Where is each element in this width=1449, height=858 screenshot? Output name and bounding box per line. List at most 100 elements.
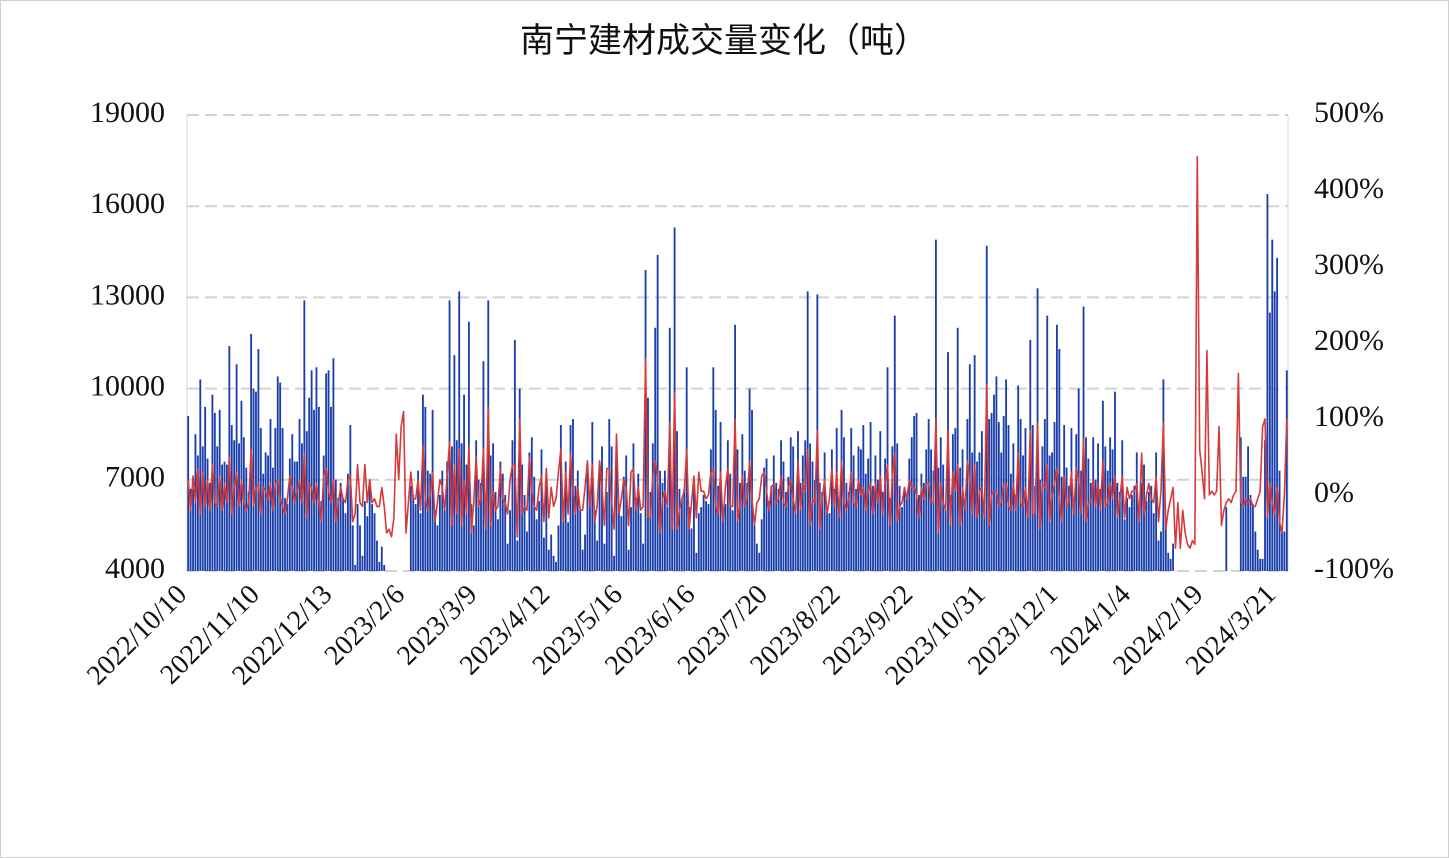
bar [576,470,579,571]
bar [1138,513,1141,571]
bar [806,291,809,571]
bar [632,443,635,571]
bar [719,422,722,571]
bar [584,534,586,571]
bar [1080,470,1083,571]
bar [528,452,531,571]
y2-tick-label: 200% [1314,324,1384,357]
bar [1147,491,1150,571]
bar [1109,437,1112,571]
bar [954,428,957,571]
bar [368,479,371,571]
bar [301,443,303,571]
bar [344,513,347,571]
bar [221,464,224,571]
bar [574,485,577,571]
bar [709,449,712,571]
bar [1104,446,1107,571]
bar [426,470,429,571]
bar [811,461,814,571]
bar [605,491,608,571]
bar [777,488,780,571]
bar [678,488,681,571]
bar [765,458,768,571]
bar [1162,379,1165,571]
bar [313,409,315,571]
bar [559,425,562,571]
bar [666,507,669,571]
bar [443,510,446,571]
bar [1281,531,1283,571]
bar [414,504,417,571]
bar [315,367,318,571]
bar [688,507,691,571]
bar [1135,452,1138,571]
bar [281,428,284,571]
bar [356,504,359,571]
bar [446,461,449,571]
bar [770,485,773,571]
bar [235,364,238,571]
bar [961,449,964,571]
bar [908,458,911,571]
bar [339,482,342,571]
bar [1094,479,1097,571]
bar [284,498,286,571]
bar [695,552,698,571]
bar [259,428,262,571]
bar [922,482,925,571]
bar [1005,379,1008,571]
bar [997,422,1000,571]
bar [233,440,236,571]
bar [884,458,887,571]
bar [644,270,647,571]
bar [893,315,896,571]
bar [351,525,354,571]
bar [513,339,516,571]
bar [288,458,291,571]
bar [354,564,357,571]
bar [1097,443,1099,571]
bar [755,543,758,571]
bar [1043,419,1046,571]
bar [579,510,582,571]
bar [511,440,514,571]
bar [252,388,255,571]
bar [1007,425,1010,571]
bar [797,431,799,571]
bar [627,549,630,571]
bar [683,488,686,571]
bar [1051,452,1053,571]
bar [705,501,707,571]
bar [968,364,971,571]
bar [334,479,337,571]
bar [881,491,884,571]
bar [925,449,928,571]
bar [910,437,913,571]
bar [363,501,366,571]
bar [257,349,260,571]
bar [226,464,228,571]
bar [780,440,782,571]
bar [964,501,966,571]
bar [990,412,993,571]
bar [1150,485,1153,571]
bar [862,425,865,571]
bar [603,543,606,571]
bar [944,510,947,571]
bar [535,519,538,571]
bar [330,406,332,571]
bar [322,455,325,571]
bar [760,519,763,571]
bar [1022,455,1024,571]
bar [973,355,976,571]
bar [920,473,923,571]
bar [569,425,572,571]
y2-tick-label: -100% [1314,552,1394,585]
bar [724,504,727,571]
bar [799,482,802,571]
bar [332,358,335,571]
bar [206,458,209,571]
bar [826,507,828,571]
